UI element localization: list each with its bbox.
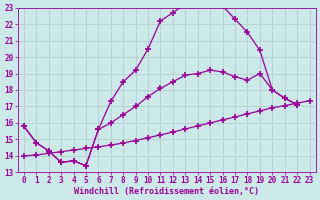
X-axis label: Windchill (Refroidissement éolien,°C): Windchill (Refroidissement éolien,°C)	[74, 187, 259, 196]
